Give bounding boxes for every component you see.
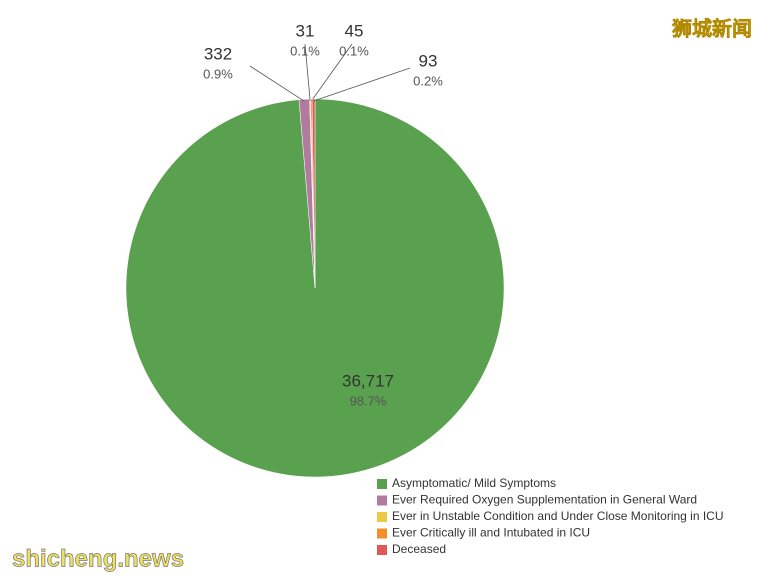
leader-line <box>311 43 353 102</box>
value-label: 36,717 <box>342 371 394 390</box>
value-label: 93 <box>419 51 438 70</box>
watermark: shicheng.news <box>12 545 184 572</box>
legend-label: Deceased <box>392 542 446 556</box>
legend-swatch <box>377 479 387 489</box>
percent-label: 0.2% <box>413 73 443 88</box>
value-label: 332 <box>204 44 232 63</box>
legend-swatch <box>377 495 387 506</box>
pie-slice <box>311 98 316 289</box>
percent-label: 0.1% <box>339 43 369 58</box>
leader-line <box>249 65 305 102</box>
legend-label: Asymptomatic/ Mild Symptoms <box>392 476 556 490</box>
legend-label: Ever in Unstable Condition and Under Clo… <box>392 509 724 523</box>
percent-label: 0.1% <box>290 43 320 58</box>
percent-label: 98.7% <box>350 393 387 408</box>
legend-swatch <box>377 545 387 555</box>
legend-swatch <box>377 528 387 539</box>
leader-line <box>304 43 311 102</box>
legend-label: Ever Critically ill and Intubated in ICU <box>392 526 590 540</box>
watermark: 狮城新闻 <box>672 16 752 40</box>
legend-label: Ever Required Oxygen Supplementation in … <box>392 493 697 507</box>
value-label: 31 <box>296 21 315 40</box>
leader-line <box>313 67 411 102</box>
legend-swatch <box>377 512 387 522</box>
percent-label: 0.9% <box>203 66 233 81</box>
value-label: 45 <box>345 21 364 40</box>
